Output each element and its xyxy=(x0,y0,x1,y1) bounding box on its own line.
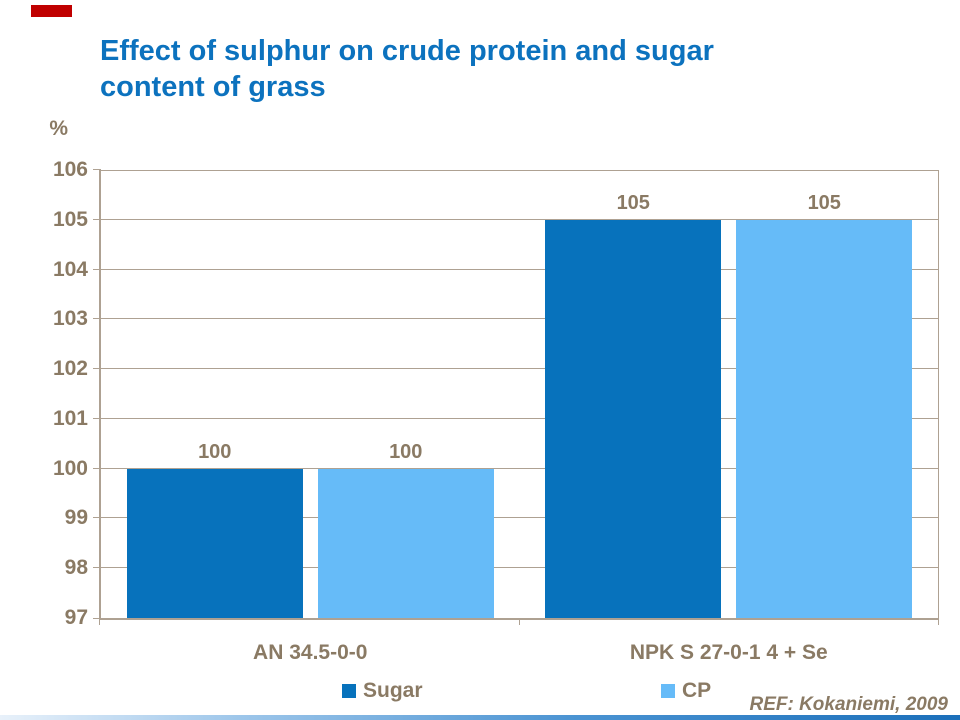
y-tick-label-99: 99 xyxy=(64,506,88,530)
legend-label-sugar: Sugar xyxy=(363,679,423,702)
y-axis-unit-label: % xyxy=(49,117,68,140)
y-tick-mark-100 xyxy=(93,467,101,469)
bar-value-sugar-group2: 105 xyxy=(616,191,650,214)
y-tick-mark-102 xyxy=(93,368,101,370)
y-tick-label-105: 105 xyxy=(52,207,88,231)
legend-label-cp: CP xyxy=(682,679,712,702)
gridline-104 xyxy=(101,268,938,270)
y-tick-mark-105 xyxy=(93,218,101,220)
y-tick-label-104: 104 xyxy=(52,257,88,281)
gridline-105 xyxy=(101,218,938,220)
bar-value-cp-group1: 100 xyxy=(389,440,423,463)
bar-cp-group2 xyxy=(736,219,913,618)
y-tick-label-103: 103 xyxy=(52,307,88,331)
bar-sugar-group1 xyxy=(126,468,303,618)
legend-item-cp: CP xyxy=(661,679,711,703)
gridline-103 xyxy=(101,318,938,320)
chart-title-line1: Effect of sulphur on crude protein and s… xyxy=(100,35,714,67)
gridline-100 xyxy=(101,467,938,469)
y-tick-mark-106 xyxy=(93,169,101,170)
footer-gradient-strip xyxy=(0,715,960,720)
gridline-106 xyxy=(101,170,938,171)
y-tick-label-97: 97 xyxy=(64,606,88,629)
chart-title: Effect of sulphur on crude protein and s… xyxy=(100,33,900,105)
bar-cp-group1 xyxy=(317,468,494,618)
gridline-98 xyxy=(101,567,938,569)
y-tick-mark-98 xyxy=(93,567,101,569)
x-axis-line xyxy=(99,618,938,620)
plot-right-border xyxy=(938,170,939,618)
y-tick-mark-103 xyxy=(93,318,101,320)
category-label-2: NPK S 27-0-1 4 + Se xyxy=(629,641,828,664)
y-tick-label-100: 100 xyxy=(52,456,88,480)
chart-title-line2: content of grass xyxy=(100,71,326,103)
category-label-1: AN 34.5-0-0 xyxy=(253,641,368,664)
y-tick-label-101: 101 xyxy=(52,406,88,430)
x-tick-mark-0 xyxy=(99,618,100,625)
y-tick-mark-104 xyxy=(93,268,101,270)
bar-value-sugar-group1: 100 xyxy=(198,440,232,463)
y-tick-label-102: 102 xyxy=(52,357,88,381)
y-tick-mark-99 xyxy=(93,517,101,519)
y-tick-label-98: 98 xyxy=(64,556,88,580)
legend-swatch-cp-icon xyxy=(661,684,675,698)
bar-sugar-group2 xyxy=(545,219,722,618)
gridline-101 xyxy=(101,417,938,419)
y-tick-label-106: 106 xyxy=(52,158,88,181)
y-tick-mark-97 xyxy=(93,618,101,619)
gridline-99 xyxy=(101,517,938,519)
gridline-102 xyxy=(101,368,938,370)
legend-swatch-sugar-icon xyxy=(342,684,356,698)
red-accent-bar xyxy=(31,5,72,17)
y-tick-mark-101 xyxy=(93,417,101,419)
x-tick-mark-2 xyxy=(938,618,939,625)
legend-item-sugar: Sugar xyxy=(342,679,423,703)
x-tick-mark-1 xyxy=(519,618,520,625)
y-axis-line xyxy=(99,170,101,620)
bar-value-cp-group2: 105 xyxy=(807,191,841,214)
reference-note: REF: Kokaniemi, 2009 xyxy=(749,694,948,715)
plot-area xyxy=(99,170,939,620)
